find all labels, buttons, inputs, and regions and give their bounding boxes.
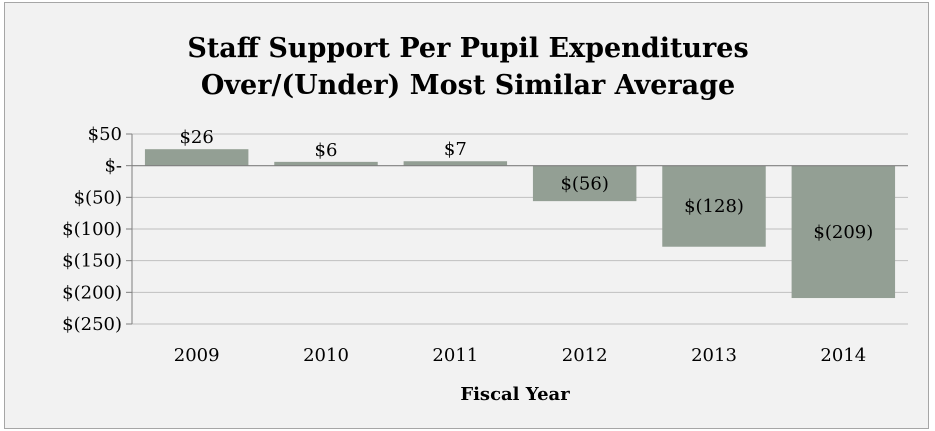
y-tick-label: $50 (88, 124, 122, 145)
axes (126, 133, 908, 325)
bar-2013 (662, 165, 766, 247)
data-label: $(128) (684, 196, 744, 217)
y-tick-label: $(100) (62, 219, 122, 240)
x-tick-label: 2011 (432, 345, 478, 366)
bar-2014 (791, 165, 896, 299)
y-axis-tick-labels: $50 $- $(50) $(100) $(150) $(200) $(250) (62, 124, 122, 335)
y-tick-label: $(150) (62, 251, 122, 272)
bar-2009 (144, 149, 249, 166)
bar-2011 (403, 161, 508, 166)
bar-2010 (274, 161, 378, 166)
x-axis-title: Fiscal Year (460, 384, 570, 405)
x-axis-tick-labels: 2009 2010 2011 2012 2013 2014 (174, 345, 866, 366)
data-label: $6 (315, 140, 338, 161)
chart-title: Staff Support Per Pupil Expenditures (187, 33, 748, 64)
data-label: $(209) (813, 222, 873, 243)
data-label: $(56) (560, 173, 608, 194)
bar-chart: Staff Support Per Pupil Expenditures Ove… (62, 33, 908, 405)
x-tick-label: 2012 (562, 345, 608, 366)
x-tick-label: 2010 (303, 345, 349, 366)
chart-subtitle: Over/(Under) Most Similar Average (201, 70, 735, 101)
y-tick-label: $(200) (62, 282, 122, 303)
chart-container: Staff Support Per Pupil Expenditures Ove… (4, 2, 929, 429)
bar-series (144, 149, 896, 299)
gridlines (132, 133, 908, 325)
data-label: $26 (179, 127, 213, 148)
y-tick-label: $(50) (74, 187, 122, 208)
data-labels: $26 $6 $7 $(56) $(128) $(209) (179, 127, 873, 243)
x-tick-label: 2014 (820, 345, 866, 366)
y-tick-label: $- (104, 156, 122, 177)
bar-2012 (532, 165, 637, 202)
x-tick-label: 2009 (174, 345, 220, 366)
y-tick-label: $(250) (62, 314, 122, 335)
x-tick-label: 2013 (691, 345, 737, 366)
data-label: $7 (444, 139, 467, 160)
